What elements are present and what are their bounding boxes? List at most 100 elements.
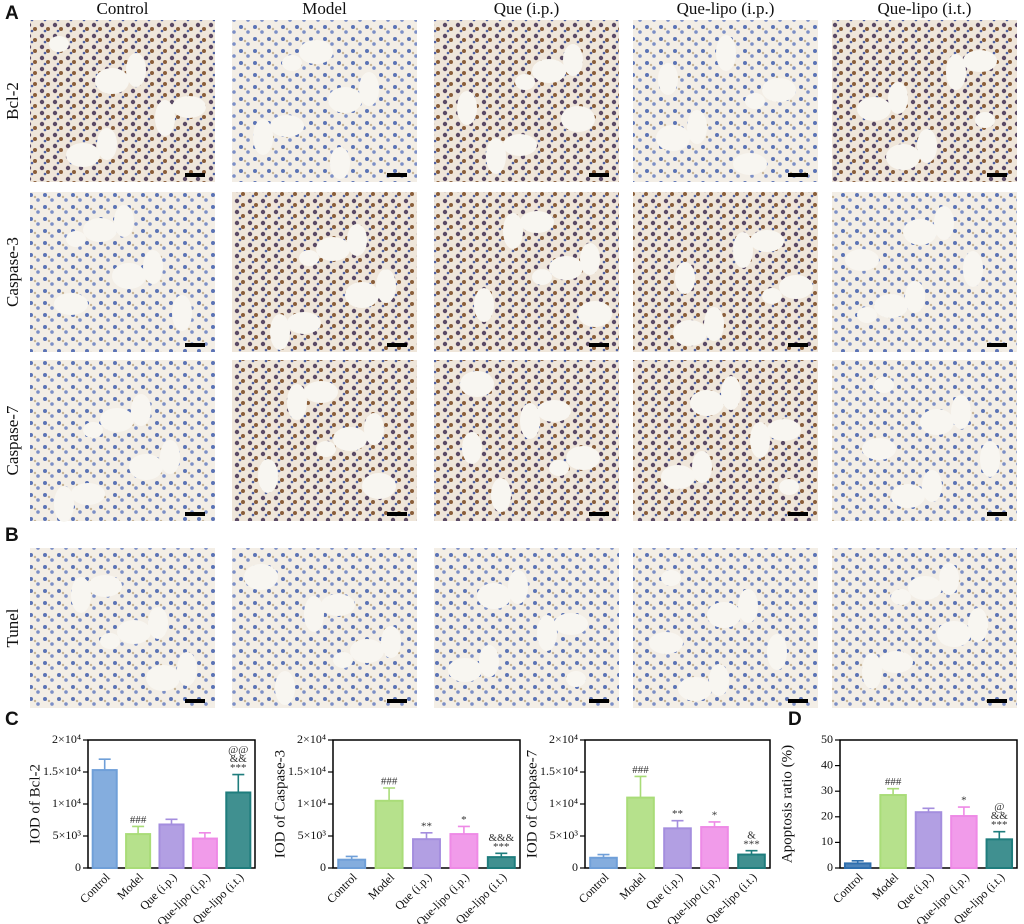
alveolus — [508, 570, 528, 604]
scale-bar — [987, 343, 1007, 347]
alveolus — [690, 390, 724, 416]
alveolus — [350, 639, 384, 663]
alveolus — [316, 441, 336, 457]
scale-bar — [185, 512, 205, 516]
alveolus — [566, 446, 600, 470]
error-bar — [457, 825, 470, 835]
bar — [337, 858, 367, 869]
significance: ### — [381, 776, 398, 788]
alveolus — [922, 470, 942, 502]
bar — [700, 826, 729, 869]
scale-bar — [788, 173, 808, 177]
error-bar — [98, 758, 111, 771]
bar — [950, 815, 978, 869]
alveolus — [486, 138, 506, 174]
bar — [879, 794, 907, 869]
panel-label: B — [5, 525, 19, 546]
alveolus — [172, 295, 192, 331]
error-bar — [420, 832, 433, 840]
x-tick-label: Control — [830, 870, 866, 906]
alveolus — [95, 68, 129, 94]
scale-bar — [185, 699, 205, 703]
y-tick-label: 0 — [827, 860, 833, 874]
y-tick-label: 5×10³ — [298, 828, 327, 842]
significance: * — [461, 814, 467, 826]
alveolus — [707, 602, 741, 628]
alveolus — [704, 307, 724, 341]
y-tick-label: 30 — [821, 783, 833, 797]
alveolus — [733, 232, 753, 268]
scale-bar — [589, 699, 609, 703]
significance: ### — [632, 764, 649, 776]
panel-label: D — [788, 709, 802, 730]
significance: *** — [743, 838, 760, 850]
alveolus — [549, 256, 583, 280]
significance: * — [712, 809, 718, 821]
alveolus — [857, 97, 891, 121]
y-axis-title: Apoptosis ratio (%) — [779, 745, 795, 863]
significance: && — [991, 810, 1009, 822]
error-bar — [345, 855, 358, 860]
alveolus — [457, 91, 477, 125]
bar — [737, 853, 766, 869]
alveolus — [160, 440, 180, 474]
alveolus — [750, 230, 784, 252]
alveolus — [258, 459, 278, 493]
error-bar — [597, 853, 610, 858]
alveolus — [554, 613, 588, 635]
alveolus — [333, 652, 353, 668]
alveolus — [66, 231, 86, 247]
panel-label: A — [5, 3, 19, 24]
alveolus — [549, 460, 569, 476]
alveolus — [66, 143, 100, 167]
error-bar — [671, 819, 684, 829]
bar — [125, 833, 152, 870]
y-tick-label: 5×10³ — [53, 828, 82, 842]
scale-bar — [788, 343, 808, 347]
alveolus — [172, 96, 206, 118]
y-tick-label: 0 — [320, 860, 326, 874]
alveolus — [658, 63, 678, 95]
alveolus — [448, 658, 482, 682]
column-header: Control — [97, 0, 149, 18]
alveolus — [244, 564, 278, 590]
alveolus — [963, 251, 983, 287]
y-tick-label: 1×10⁴ — [297, 796, 326, 810]
alveolus — [917, 129, 937, 163]
alveolus — [692, 451, 712, 483]
alveolus — [879, 651, 913, 673]
alveolus — [299, 40, 333, 64]
alveolus — [148, 607, 168, 639]
scale-bar — [788, 512, 808, 516]
alveolus — [908, 576, 942, 600]
alveolus — [745, 93, 765, 109]
alveolus — [750, 422, 770, 458]
x-tick-label: Control — [576, 870, 612, 906]
y-tick-label: 2×10⁴ — [549, 732, 578, 746]
alveolus — [845, 249, 879, 271]
row-label: Caspase-7 — [3, 405, 22, 475]
bar — [191, 837, 218, 869]
alveolus — [155, 100, 175, 136]
bar — [843, 862, 872, 870]
panel-label: C — [5, 709, 19, 730]
alveolus — [117, 620, 151, 644]
alveolus — [905, 281, 925, 313]
alveolus — [83, 422, 103, 438]
alveolus — [716, 35, 736, 71]
bar — [914, 811, 943, 870]
y-tick-label: 0 — [572, 860, 578, 874]
alveolus — [687, 110, 707, 144]
alveolus — [270, 314, 290, 350]
alveolus — [857, 307, 877, 323]
y-tick-label: 2×10⁴ — [297, 732, 326, 746]
alveolus — [282, 55, 302, 71]
error-bar — [993, 830, 1006, 840]
scale-bar — [987, 173, 1007, 177]
alveolus — [862, 438, 896, 460]
y-tick-label: 5×10³ — [550, 828, 579, 842]
alveolus — [762, 78, 796, 102]
alveolus — [891, 484, 925, 508]
alveolus — [968, 608, 988, 642]
x-tick-label: Model — [365, 870, 398, 903]
